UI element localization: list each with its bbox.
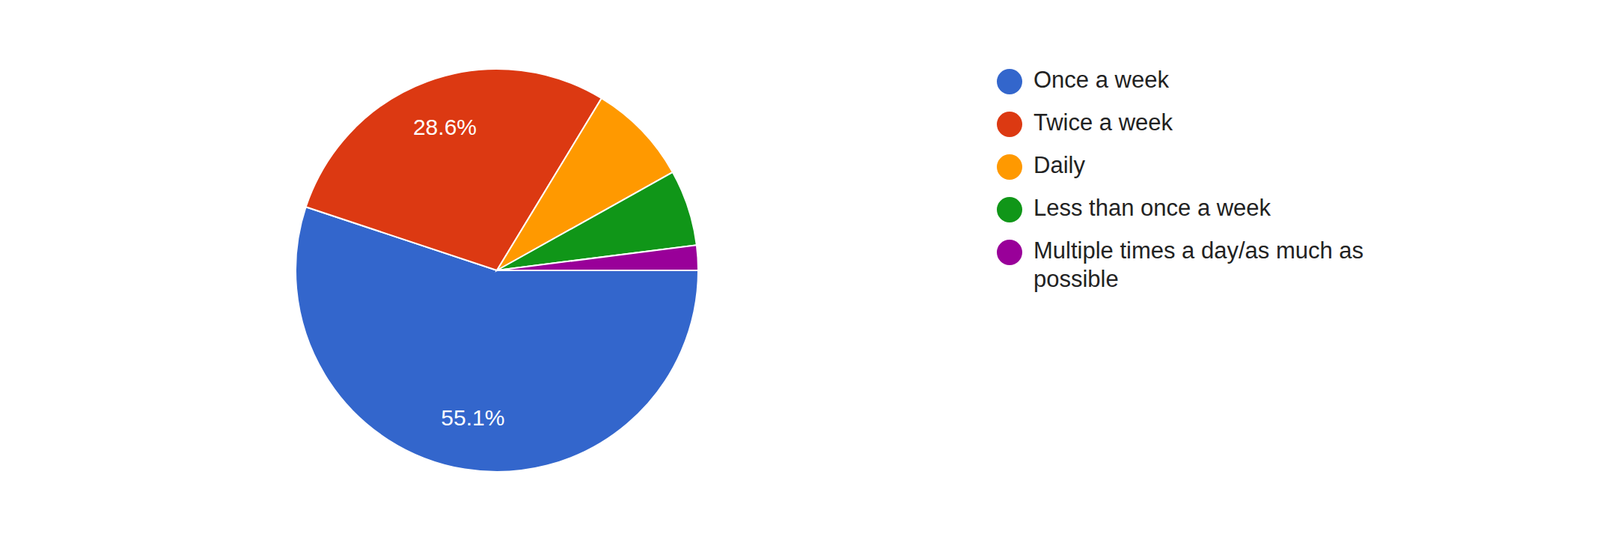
- legend-swatch: [996, 154, 1023, 180]
- legend: Once a week Twice a week Daily Less than on…: [996, 66, 1364, 292]
- pie-slice: [496, 244, 699, 271]
- data-label: 55.1%: [440, 404, 505, 430]
- legend-label: Multiple times a day/as much aspossible: [1033, 237, 1364, 292]
- legend-label: Daily: [1033, 151, 1086, 179]
- data-label: 28.6%: [413, 114, 477, 140]
- legend-label: Once a week: [1033, 66, 1169, 93]
- legend-swatch: [996, 239, 1023, 265]
- legend-swatch: [996, 111, 1023, 137]
- chart: 55.1% 28.6% Once a week Twice a week Daily Le…: [0, 0, 1600, 549]
- pie: [295, 68, 699, 472]
- legend-swatch: [996, 68, 1023, 95]
- legend-swatch: [996, 196, 1023, 223]
- legend-label: Twice a week: [1033, 109, 1174, 136]
- data-labels: 55.1% 28.6%: [413, 114, 505, 431]
- legend-label: Less than once a week: [1033, 194, 1272, 221]
